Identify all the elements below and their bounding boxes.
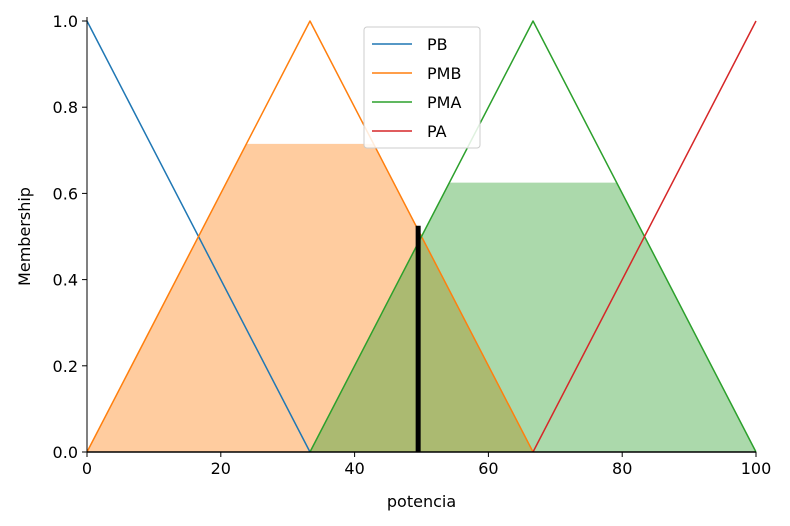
series-line-pa: [532, 20, 757, 453]
y-tick-label: 0.0: [53, 443, 78, 462]
series-line-pmb: [86, 20, 534, 453]
series-lines: [86, 20, 757, 453]
y-tick-label: 0.2: [53, 357, 78, 376]
activation-fill-pmb: [87, 143, 534, 452]
x-tick-label: 100: [741, 459, 772, 478]
x-tick-label: 60: [478, 459, 498, 478]
legend-label-pmb: PMB: [427, 64, 461, 83]
x-tick-label: 80: [612, 459, 632, 478]
y-tick-label: 0.6: [53, 184, 78, 203]
x-tick-label: 20: [211, 459, 231, 478]
legend: PB PMB PMA PA: [363, 26, 481, 149]
y-tick-label: 1.0: [53, 12, 78, 31]
legend-label-pa: PA: [427, 122, 447, 141]
y-tick-label: 0.4: [53, 271, 78, 290]
x-tick-label: 0: [82, 459, 92, 478]
axes: 0 20 40 60 80 100 0.0 0.2 0.4 0.6 0.8 1.0: [53, 12, 772, 478]
legend-label-pb: PB: [427, 35, 448, 54]
y-axis-label: Membership: [15, 187, 34, 286]
y-tick-label: 0.8: [53, 98, 78, 117]
x-axis-label: potencia: [387, 492, 456, 511]
x-tick-label: 40: [344, 459, 364, 478]
activation-fills: [87, 143, 756, 452]
series-line-pma: [309, 20, 757, 453]
activation-fill-pma: [309, 182, 756, 452]
legend-label-pma: PMA: [427, 93, 461, 112]
legend-box: [363, 26, 481, 149]
